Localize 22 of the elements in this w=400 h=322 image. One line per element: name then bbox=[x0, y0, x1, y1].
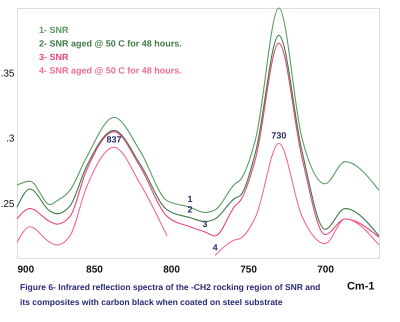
line-series bbox=[16, 7, 380, 213]
annotation: 837 bbox=[106, 134, 122, 144]
x-axis-title: Cm-1 bbox=[346, 280, 374, 292]
x-tick-label: 900 bbox=[18, 264, 35, 276]
y-tick-label: .35 bbox=[0, 68, 15, 80]
caption: Figure 6- Infrared reflection spectra of the -CH2 rocking region of SNR and bbox=[20, 282, 320, 292]
annotation: 4 bbox=[212, 242, 218, 252]
text: its composites with carbon black when coated on steel substrate bbox=[20, 297, 283, 307]
text: 1- SNR bbox=[39, 25, 70, 35]
x-tick-label: 700 bbox=[317, 264, 334, 276]
x-tick-label: 750 bbox=[240, 264, 258, 276]
y-tick-label: .25 bbox=[0, 198, 15, 210]
text: 4- SNR aged @ 50 C for 48 hours. bbox=[39, 66, 182, 76]
annotation: 730 bbox=[271, 130, 286, 140]
x-tick-label: 850 bbox=[86, 264, 104, 276]
annotation: 3 bbox=[202, 218, 208, 229]
annotation: 1 bbox=[187, 194, 192, 204]
x-tick-label: 800 bbox=[163, 264, 180, 276]
annotation: 2 bbox=[187, 204, 192, 215]
text: 3- SNR bbox=[39, 52, 70, 62]
y-tick-label: .3 bbox=[6, 134, 15, 145]
text: 2- SNR aged @ 50 C for 48 hours. bbox=[39, 38, 182, 48]
